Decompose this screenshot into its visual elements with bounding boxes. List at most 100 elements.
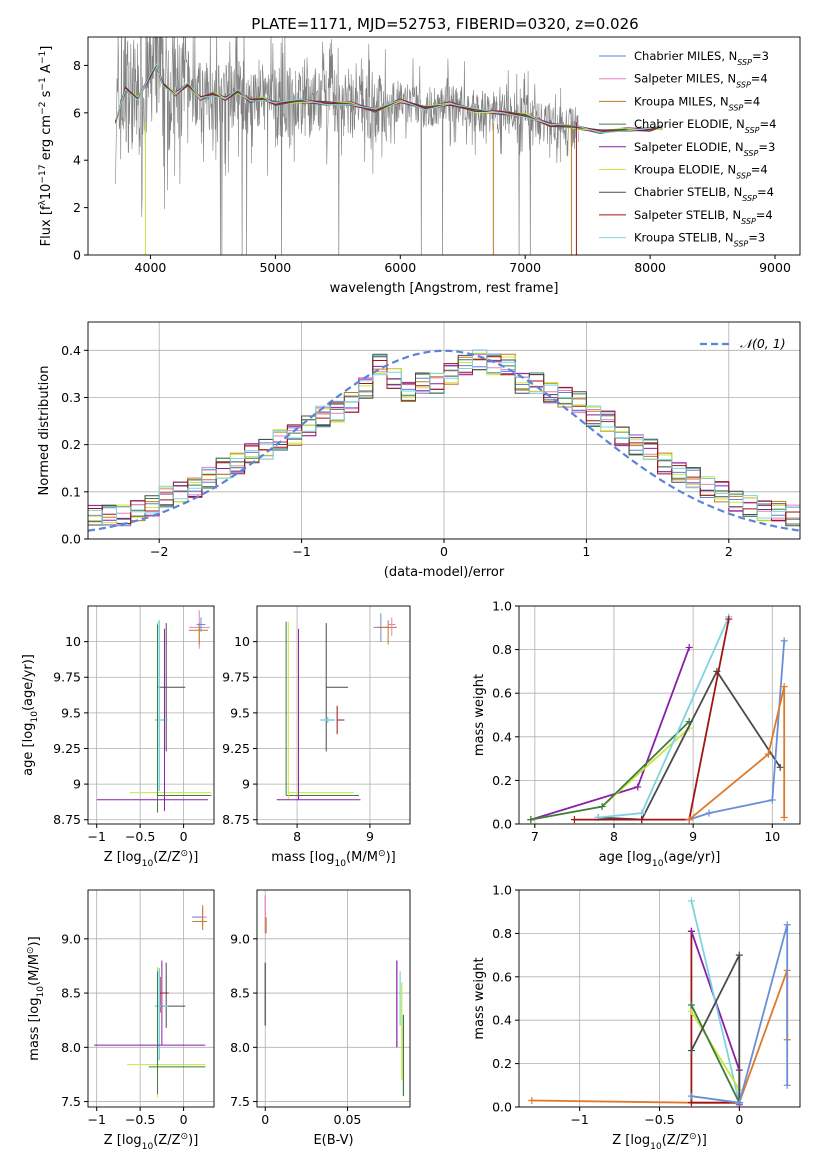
y-axis-label-part: Flux [f xyxy=(39,205,54,246)
legend-entry: Salpeter ELODIE, NSSP=3 xyxy=(634,140,775,158)
x-axis-label-part: mass [log xyxy=(271,850,334,865)
weight-point xyxy=(687,927,695,935)
y-tick-label: 0.4 xyxy=(492,729,512,744)
x-tick-label: 7000 xyxy=(509,260,541,275)
legend-entry-tail: =3 xyxy=(758,140,775,154)
x-axis-label-part: 10 xyxy=(142,1142,154,1152)
weight-point xyxy=(764,750,772,758)
y-tick-label: 1.0 xyxy=(492,883,512,898)
model-curve xyxy=(115,62,663,134)
y-tick-label: 6 xyxy=(73,105,81,120)
chart-mass_vs_ebv: 0 0.05 7.5 8.0 8.5 9.0 E(B-V) xyxy=(230,889,411,1148)
weight-line xyxy=(690,954,741,1103)
x-axis-label: Z [log10(Z/Z⊙)] xyxy=(612,1132,707,1152)
weight-line xyxy=(598,669,781,821)
legend-entry-sub: SSP xyxy=(741,216,756,225)
y-tick-label: 0.6 xyxy=(492,686,512,701)
y-axis-label-part: −17 xyxy=(38,164,48,183)
legend-entry: Salpeter STELIB, NSSP=4 xyxy=(634,208,773,226)
x-axis-label-part: Z [log xyxy=(104,850,142,865)
x-axis-label-part: )] xyxy=(188,850,198,865)
y-axis-label: mass weight xyxy=(472,674,487,756)
legend-entry-base: Chabrier ELODIE, N xyxy=(634,117,745,131)
x-tick-label: 8 xyxy=(293,829,301,844)
x-axis-label-part: Z [log xyxy=(104,1133,142,1148)
weight-point xyxy=(634,783,642,791)
weight-line xyxy=(530,720,690,821)
y-tick-label: 0.4 xyxy=(492,1013,512,1028)
weight-point xyxy=(768,796,776,804)
y-tick-label: 9.75 xyxy=(222,670,250,685)
y-tick-label: 8 xyxy=(73,58,81,73)
x-tick-label: 2 xyxy=(725,544,733,559)
figure-title: PLATE=1171, MJD=52753, FIBERID=0320, z=0… xyxy=(251,15,638,33)
weight-point xyxy=(783,1081,791,1089)
y-tick-label: 8.0 xyxy=(61,1040,81,1055)
y-tick-label: 1.0 xyxy=(492,599,512,614)
weight-point xyxy=(776,763,784,771)
y-axis-label-part: (age/yr)] xyxy=(21,654,36,711)
legend-entry-base: Salpeter ELODIE, N xyxy=(634,140,744,154)
y-axis-label-part: 10 xyxy=(30,711,40,723)
weight-point xyxy=(687,897,695,905)
histogram-series xyxy=(88,349,800,526)
legend-entry: Salpeter MILES, NSSP=4 xyxy=(634,72,768,90)
chart-spectrum: 4000 5000 6000 7000 8000 9000 0 2 4 6 8 wavelength … xyxy=(38,36,801,296)
x-tick-label: 0.05 xyxy=(334,1112,362,1127)
y-tick-label: 0.2 xyxy=(492,773,512,788)
legend-entry-base: Kroupa STELIB, N xyxy=(634,231,734,245)
y-tick-label: 0.4 xyxy=(61,343,81,358)
y-tick-label: 9.25 xyxy=(222,741,250,756)
y-axis-label: age [log10(age/yr)] xyxy=(21,654,40,776)
y-tick-label: 9 xyxy=(73,777,81,792)
x-axis-label-part: 10 xyxy=(650,1142,662,1152)
legend-entry-base: Salpeter MILES, N xyxy=(634,72,736,86)
legend-entry-tail: =3 xyxy=(752,49,769,63)
y-tick-label: 9.0 xyxy=(230,931,250,946)
histogram-series xyxy=(88,356,800,525)
plot-area xyxy=(528,897,791,1107)
x-axis-label: (data-model)/error xyxy=(384,565,505,580)
legend-entry-base: Kroupa ELODIE, N xyxy=(634,163,736,177)
x-tick-label: −0.5 xyxy=(644,1112,674,1127)
weight-point xyxy=(780,683,788,691)
x-axis-label-part: age [log xyxy=(599,850,652,865)
x-axis-label-part: ⊙ xyxy=(689,1132,697,1142)
y-tick-label: 0.0 xyxy=(492,817,512,832)
plot-area xyxy=(115,37,663,255)
y-axis-label-part: s xyxy=(39,90,54,101)
y-axis-label-part: A xyxy=(39,64,54,77)
x-tick-label: 10 xyxy=(764,829,780,844)
legend-entry-sub: SSP xyxy=(744,148,759,157)
y-axis-label: Flux [fλ10−17 erg cm−2 s−1 A−1] xyxy=(38,46,54,247)
weight-point xyxy=(780,637,788,645)
legend-entry-base: Salpeter STELIB, N xyxy=(634,208,741,222)
y-axis-label-part: ⊙ xyxy=(26,946,36,954)
y-tick-label: 0.3 xyxy=(61,390,81,405)
legend-entry-sub: SSP xyxy=(736,171,751,180)
x-tick-label: −0.5 xyxy=(125,829,155,844)
y-axis-label-part: 10 xyxy=(36,986,46,998)
weight-point xyxy=(780,813,788,821)
y-axis-label-part: 10 xyxy=(39,184,54,201)
x-tick-label: 9000 xyxy=(759,260,791,275)
y-tick-label: 8.5 xyxy=(61,986,81,1001)
x-tick-label: −0.5 xyxy=(125,1112,155,1127)
x-axis-label: mass [log10(M/M⊙)] xyxy=(271,849,395,869)
y-tick-label: 8.75 xyxy=(222,812,250,827)
data-spectrum xyxy=(115,37,579,255)
x-axis-label-part: ⊙ xyxy=(181,849,189,859)
legend-entry-sub: SSP xyxy=(734,239,749,248)
x-axis-label-part: )] xyxy=(697,1133,707,1148)
normal-curve xyxy=(88,349,800,532)
y-tick-label: 9.5 xyxy=(61,705,81,720)
x-axis-label-part: Z [log xyxy=(612,1133,650,1148)
y-axis-label-part: ] xyxy=(39,46,54,51)
x-axis-label: E(B-V) xyxy=(313,1133,353,1148)
weight-point xyxy=(638,809,646,817)
y-axis-label-part: −1 xyxy=(38,51,48,64)
axes-frame xyxy=(87,889,215,1108)
